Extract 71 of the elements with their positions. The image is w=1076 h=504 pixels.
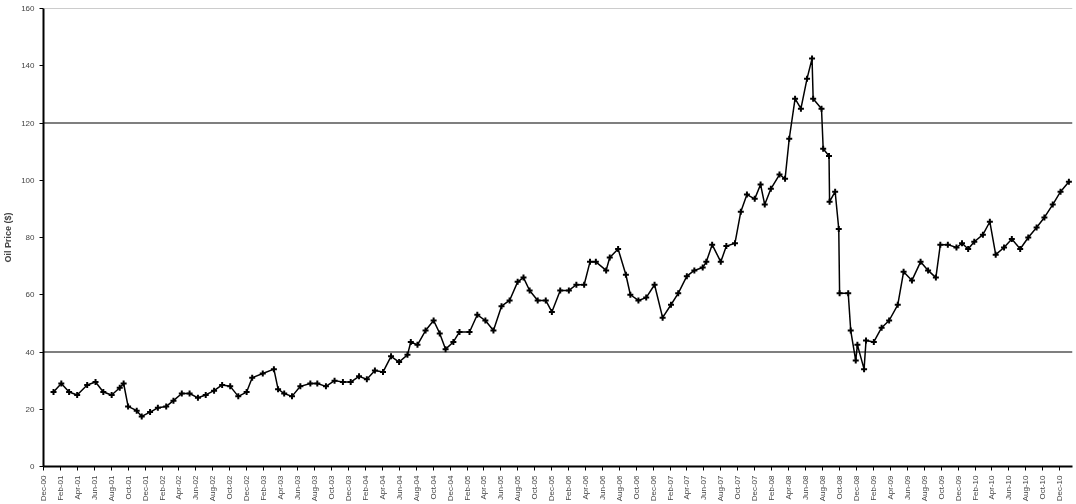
x-tick-label: Oct-05: [530, 474, 540, 500]
y-tick-label: 140: [21, 61, 36, 71]
y-tick-label: 100: [21, 175, 36, 185]
x-tick-label: Jun-05: [496, 474, 506, 500]
x-tick-label: Jun-01: [89, 474, 99, 500]
x-tick-label: Aug-07: [716, 474, 726, 502]
x-tick-label: Oct-10: [1038, 474, 1048, 500]
x-tick-label: Jun-02: [191, 474, 201, 500]
x-tick-label: Oct-02: [225, 474, 235, 500]
x-tick-label: Dec-02: [242, 474, 252, 502]
y-tick-label: 160: [21, 4, 36, 13]
x-tick-label: Feb-10: [970, 474, 980, 501]
x-tick-label: Dec-04: [445, 474, 455, 502]
x-tick-label: Aug-10: [1021, 474, 1031, 502]
x-tick-label: Oct-09: [936, 474, 946, 500]
x-tick-label: Feb-02: [157, 474, 167, 501]
x-tick-label: Apr-10: [987, 474, 997, 500]
x-tick-label: Feb-04: [360, 474, 370, 501]
x-tick-label: Aug-04: [411, 474, 421, 502]
x-tick-label: Jun-08: [801, 474, 811, 500]
x-tick-label: Aug-05: [513, 474, 523, 502]
x-tick-label: Feb-09: [869, 474, 879, 501]
x-tick-label: Aug-08: [818, 474, 828, 502]
x-tick-label: Dec-00: [39, 474, 48, 502]
x-tick-label: Apr-04: [377, 474, 387, 500]
y-axis-title: Oil Price ($): [3, 212, 14, 263]
x-tick-label: Jun-03: [292, 474, 302, 500]
x-tick-label: Oct-06: [631, 474, 641, 500]
x-tick-label: Aug-02: [208, 474, 218, 502]
x-tick-label: Feb-08: [767, 474, 777, 501]
x-tick-label: Dec-10: [1055, 474, 1065, 502]
x-tick-label: Jun-04: [394, 474, 404, 500]
x-tick-label: Jun-07: [699, 474, 709, 500]
x-tick-label: Jun-09: [902, 474, 912, 500]
x-tick-label: Dec-07: [750, 474, 760, 502]
y-tick-label: 120: [21, 118, 36, 128]
x-tick-label: Apr-01: [72, 474, 82, 500]
y-tick-label: 20: [25, 404, 36, 414]
x-tick-label: Feb-01: [56, 474, 66, 501]
x-tick-label: Feb-07: [665, 474, 675, 501]
x-tick-label: Jun-10: [1004, 474, 1014, 500]
x-tick-label: Oct-08: [835, 474, 845, 500]
x-tick-label: Dec-09: [953, 474, 963, 502]
x-tick-label: Apr-02: [174, 474, 184, 500]
x-tick-label: Aug-06: [614, 474, 624, 502]
x-tick-label: Oct-01: [123, 474, 133, 500]
x-tick-label: Dec-06: [648, 474, 658, 502]
x-tick-label: Dec-05: [547, 474, 557, 502]
x-tick-label: Dec-01: [140, 474, 150, 502]
x-tick-label: Aug-01: [106, 474, 116, 502]
x-tick-label: Oct-04: [428, 474, 438, 500]
y-tick-label: 80: [25, 233, 36, 242]
x-tick-label: Jun-06: [597, 474, 607, 500]
y-tick-label: 60: [25, 290, 36, 300]
y-tick-label: 0: [30, 462, 36, 471]
x-tick-label: Dec-08: [852, 474, 862, 502]
x-tick-label: Apr-07: [682, 474, 692, 500]
x-tick-label: Feb-03: [259, 474, 269, 501]
x-tick-label: Oct-07: [733, 474, 743, 500]
x-tick-label: Oct-03: [326, 474, 336, 500]
x-tick-label: Feb-06: [564, 474, 574, 501]
x-tick-label: Dec-03: [343, 474, 353, 502]
x-tick-label: Apr-05: [479, 474, 489, 500]
x-tick-label: Apr-06: [580, 474, 590, 500]
x-tick-label: Apr-08: [784, 474, 794, 500]
x-tick-label: Feb-05: [462, 474, 472, 501]
x-tick-label: Aug-03: [309, 474, 319, 502]
x-tick-label: Aug-09: [919, 474, 929, 502]
x-tick-label: Apr-03: [275, 474, 285, 500]
y-tick-label: 40: [25, 347, 36, 357]
x-tick-label: Apr-09: [885, 474, 895, 500]
